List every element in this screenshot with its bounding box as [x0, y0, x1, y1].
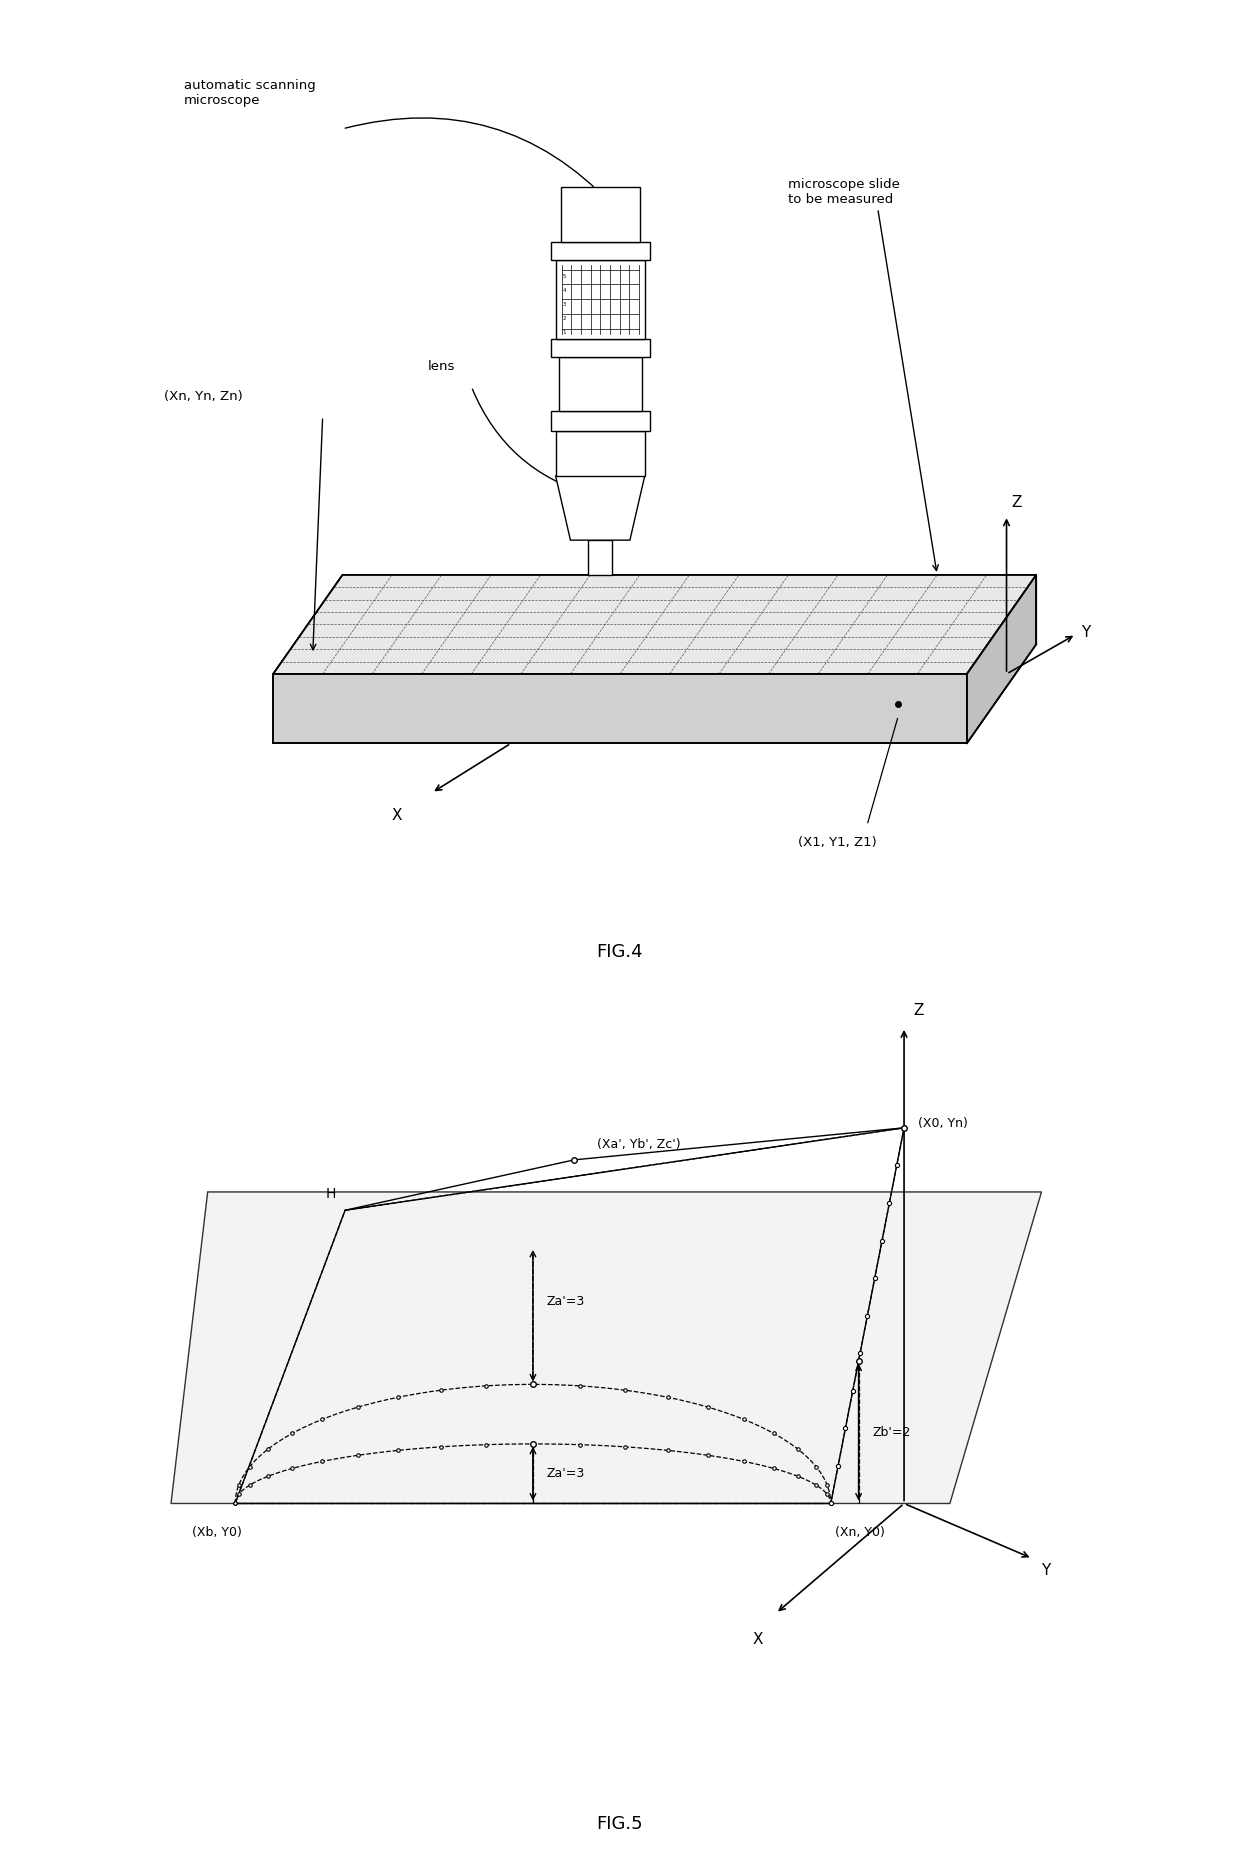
Bar — [551, 338, 650, 357]
Text: 2: 2 — [563, 316, 565, 322]
Text: H: H — [326, 1187, 336, 1201]
Polygon shape — [967, 574, 1037, 742]
Text: (Xb, Y0): (Xb, Y0) — [192, 1526, 242, 1539]
Text: Z: Z — [1012, 496, 1022, 511]
Text: (X1, Y1, Z1): (X1, Y1, Z1) — [799, 836, 877, 849]
Bar — [556, 432, 645, 475]
Text: 1: 1 — [563, 329, 565, 335]
Bar — [551, 241, 650, 260]
Text: FIG.4: FIG.4 — [596, 942, 644, 961]
Text: (X0, Yn): (X0, Yn) — [918, 1116, 967, 1129]
Text: Zb'=2: Zb'=2 — [873, 1425, 910, 1438]
Polygon shape — [588, 540, 613, 574]
Bar — [558, 357, 642, 411]
Text: Za'=3: Za'=3 — [547, 1296, 585, 1309]
Text: (Xn, Yn, Zn): (Xn, Yn, Zn) — [164, 391, 243, 402]
Bar — [551, 411, 650, 432]
Text: X: X — [753, 1633, 763, 1647]
Text: Y: Y — [1081, 625, 1090, 640]
Text: Y: Y — [1042, 1563, 1050, 1578]
Text: (Xn, Y0): (Xn, Y0) — [836, 1526, 885, 1539]
Polygon shape — [556, 475, 645, 540]
Polygon shape — [171, 1191, 1042, 1503]
Bar — [556, 260, 645, 338]
Text: Za'=3: Za'=3 — [547, 1468, 585, 1481]
Text: 5: 5 — [563, 275, 565, 279]
Text: FIG.5: FIG.5 — [596, 1816, 644, 1833]
Text: lens: lens — [428, 361, 455, 374]
Text: Z: Z — [913, 1002, 924, 1017]
Text: microscope slide
to be measured: microscope slide to be measured — [789, 178, 900, 206]
Text: 4: 4 — [563, 288, 565, 294]
Bar — [560, 187, 640, 241]
Text: X: X — [392, 808, 402, 823]
Text: (Xa', Yb', Zc'): (Xa', Yb', Zc') — [598, 1137, 681, 1150]
Text: 3: 3 — [563, 303, 565, 307]
Text: automatic scanning
microscope: automatic scanning microscope — [184, 79, 316, 107]
Polygon shape — [273, 574, 1037, 673]
Polygon shape — [273, 673, 967, 742]
